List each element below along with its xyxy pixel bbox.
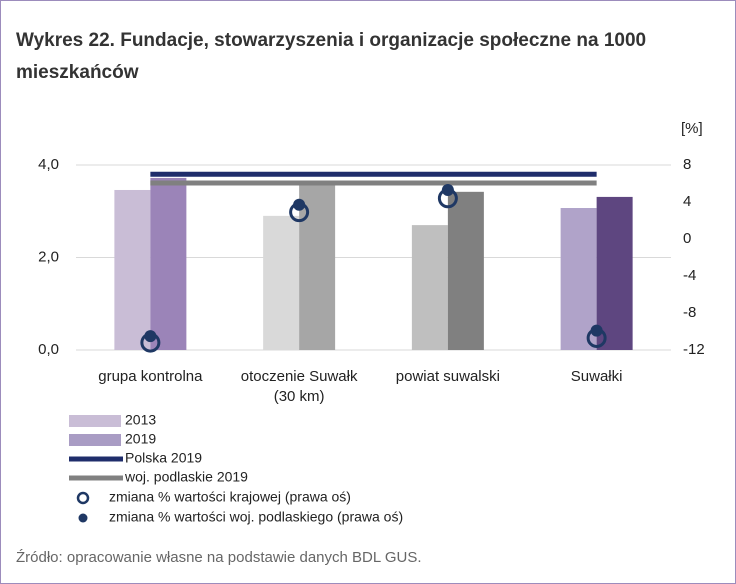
x-tick-label: otoczenie Suwałk (30 km) (240, 368, 358, 405)
y2-tick-label: -8 (683, 304, 696, 321)
y-tick-label: 2,0 (38, 248, 59, 265)
chart-title: Wykres 22. Fundacje, stowarzyszenia i or… (16, 30, 647, 83)
x-tick-label: Suwałki (570, 368, 623, 385)
legend-label: Polska 2019 (125, 450, 202, 466)
marker (144, 330, 157, 343)
y2-tick-label: 0 (683, 230, 691, 247)
legend-label: zmiana % wartości woj. podlaskiego (praw… (109, 509, 403, 525)
y2-tick-label: -12 (683, 341, 705, 358)
y2-tick-label: 4 (683, 193, 691, 210)
legend-swatch (76, 491, 90, 505)
marker (293, 198, 306, 211)
bar (411, 225, 448, 350)
legend-label: 2019 (125, 431, 156, 447)
bar (596, 196, 633, 350)
source-note: Źródło: opracowanie własne na podstawie … (16, 549, 422, 566)
legend-label: 2013 (125, 412, 156, 428)
legend-swatch (78, 513, 88, 523)
x-tick-label: grupa kontrolna (98, 368, 203, 385)
bar (560, 208, 597, 350)
legend-label: woj. podlaskie 2019 (124, 469, 248, 485)
legend-swatch (69, 415, 121, 427)
legend-label: zmiana % wartości krajowej (prawa oś) (109, 489, 351, 505)
legend-swatch (69, 434, 121, 446)
bar (150, 177, 187, 350)
y2-tick-label: 8 (683, 156, 691, 173)
bar (263, 215, 300, 350)
bar (299, 182, 336, 350)
y-tick-label: 0,0 (38, 341, 59, 358)
x-tick-label: powiat suwalski (395, 368, 500, 385)
y2-tick-label: -4 (683, 267, 696, 284)
marker (441, 183, 454, 196)
bar (447, 191, 484, 350)
marker (590, 324, 603, 337)
y-tick-label: 4,0 (38, 156, 59, 173)
y2-axis-label: [%] (681, 120, 703, 137)
bar (114, 189, 151, 350)
